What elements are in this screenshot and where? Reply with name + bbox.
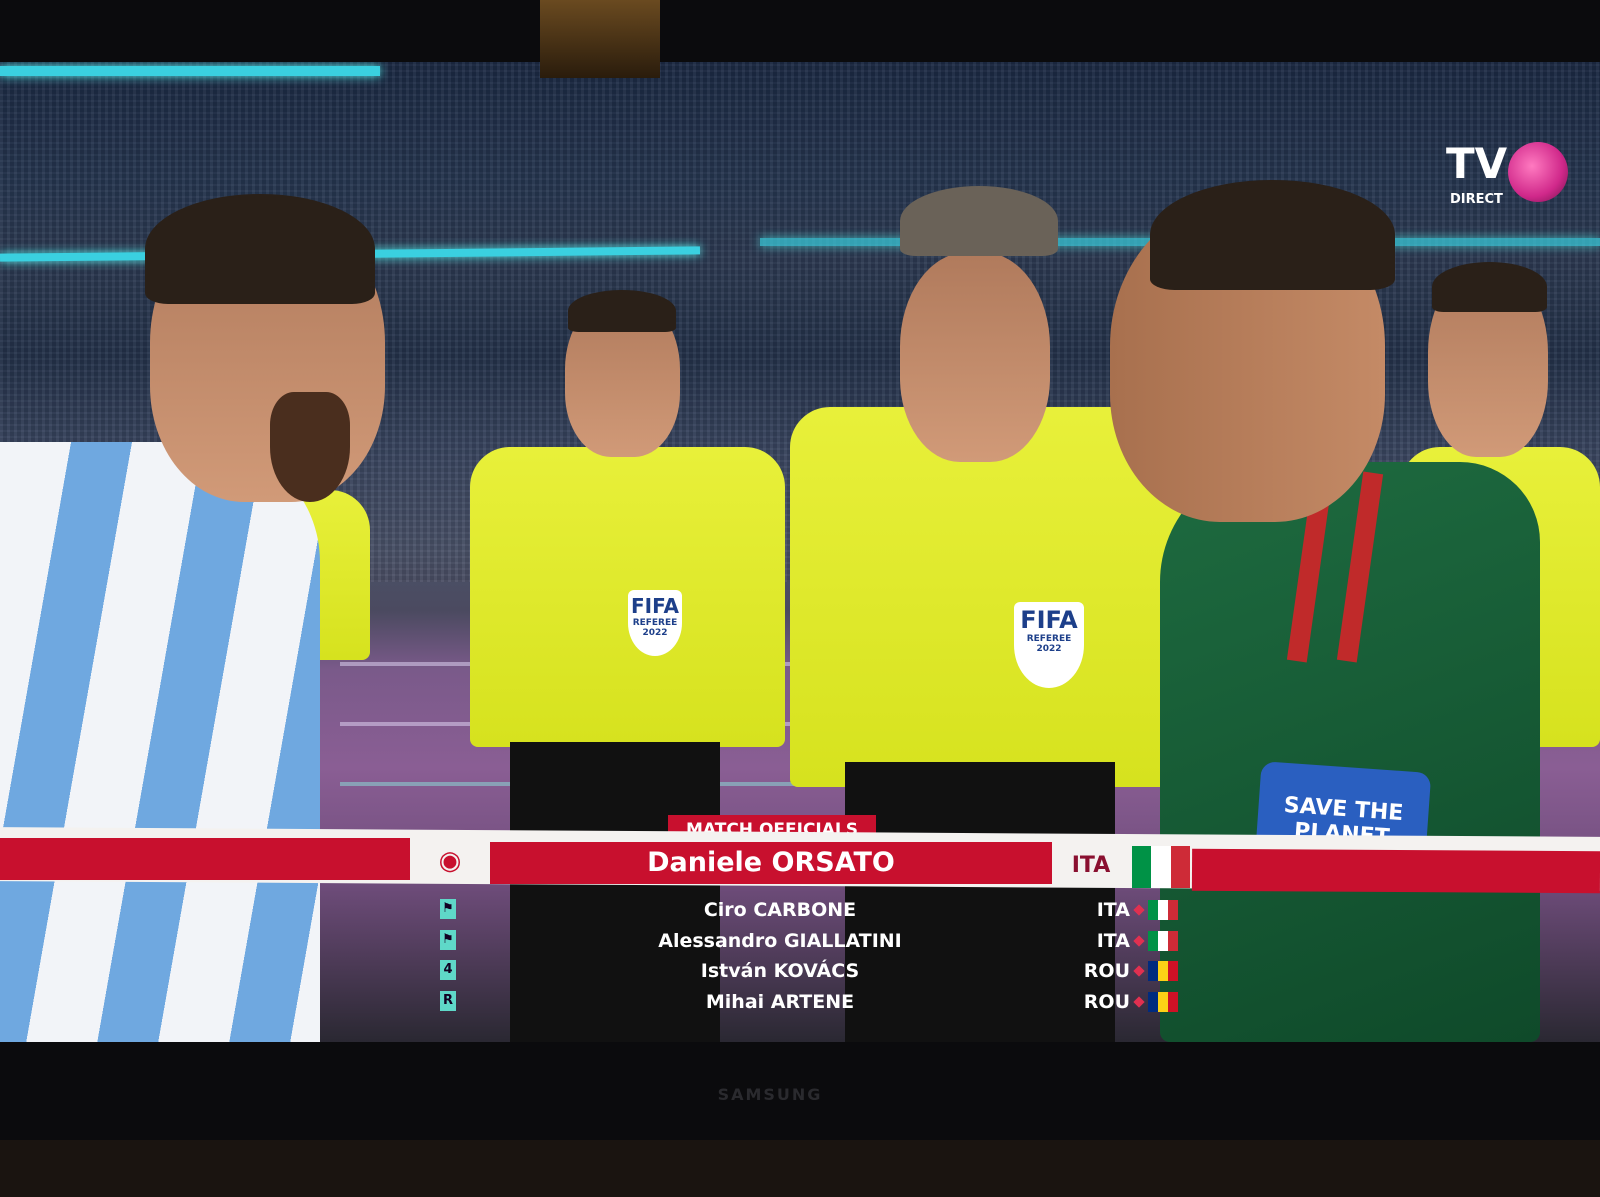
official-row: R Mihai ARTENE ROU (420, 987, 1190, 1017)
separator-dot (1133, 965, 1145, 977)
referee-country: ITA (1054, 845, 1128, 887)
romania-flag (1148, 992, 1178, 1012)
tv-brand-logo: SAMSUNG (717, 1085, 823, 1104)
beard (270, 392, 350, 502)
badge-title: FIFA (631, 594, 679, 618)
separator-dot (1133, 904, 1145, 916)
room-lamp (540, 0, 660, 78)
official-row: ⚑ Ciro CARBONE ITA (420, 895, 1190, 925)
referee-shorts (845, 762, 1115, 1042)
separator-dot (1133, 996, 1145, 1008)
graphic-bar-right (1191, 848, 1600, 894)
badge-year: 2022 (1036, 644, 1062, 654)
fifa-referee-badge: FIFA REFEREE 2022 (1014, 602, 1084, 688)
hair (1432, 262, 1547, 312)
official-row: 4 István KOVÁCS ROU (420, 956, 1190, 986)
tv-stand (0, 1140, 1600, 1197)
flag-icon: ⚑ (440, 930, 456, 950)
hair (900, 186, 1058, 256)
whistle-icon: ◉ (412, 840, 488, 882)
official-country: ROU (1083, 960, 1130, 982)
badge-subtitle: REFEREE (632, 618, 678, 628)
tv-screen: FIFA REFEREE 2022 FIFA REFEREE 2022 SAVE THE… (0, 62, 1600, 1042)
fifa-referee-badge: FIFA REFEREE 2022 (628, 590, 682, 656)
referee-head (900, 252, 1050, 462)
official-name: Mihai ARTENE (705, 991, 855, 1013)
badge-year: 2022 (642, 628, 668, 638)
led-board (0, 66, 380, 76)
flag-icon: ⚑ (440, 899, 456, 919)
hair (145, 194, 375, 304)
badge-subtitle: REFEREE (1026, 634, 1072, 644)
italy-flag (1132, 846, 1190, 888)
romania-flag (1148, 961, 1178, 981)
referee-shorts (510, 742, 720, 1042)
hair (1150, 180, 1395, 290)
logo-subtext: DIRECT (1450, 192, 1503, 207)
official-country: ROU (1083, 991, 1130, 1013)
fourth-official-icon: 4 (440, 960, 456, 980)
official-row: ⚑ Alessandro GIALLATINI ITA (420, 926, 1190, 956)
separator-dot (1133, 935, 1145, 947)
argentina-player-shirt (0, 442, 320, 1042)
reserve-icon: R (440, 991, 456, 1011)
referee-shirt (470, 447, 785, 747)
ball-icon (1508, 142, 1568, 202)
italy-flag (1148, 900, 1178, 920)
hair (568, 290, 676, 332)
graphic-bar-left (0, 838, 410, 880)
official-name: Ciro CARBONE (703, 899, 857, 921)
official-name: István KOVÁCS (700, 960, 860, 982)
official-country: ITA (1096, 899, 1130, 921)
official-country: ITA (1096, 930, 1130, 952)
logo-text: TV (1446, 139, 1508, 188)
official-name: Alessandro GIALLATINI (658, 930, 902, 952)
referee-name: Daniele ORSATO (490, 842, 1052, 884)
italy-flag (1148, 931, 1178, 951)
channel-logo: TV DIRECT (1444, 142, 1574, 212)
pitch-line (340, 782, 1240, 786)
badge-title: FIFA (1020, 606, 1078, 634)
